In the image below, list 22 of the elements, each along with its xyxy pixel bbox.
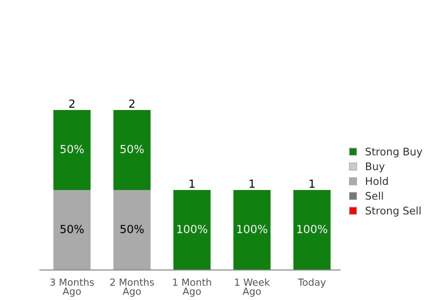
x-tick-label: 1 Week Ago bbox=[235, 278, 270, 297]
total-label: 2 bbox=[69, 99, 74, 108]
x-tick-label: 1 Month Ago bbox=[173, 278, 212, 297]
annotation: 100% bbox=[297, 224, 328, 234]
legend-label: Strong Buy bbox=[366, 148, 422, 158]
legend-label: Strong Sell bbox=[366, 206, 420, 217]
annotation: 100% bbox=[237, 224, 268, 234]
annotation: 50% bbox=[120, 144, 144, 154]
legend-label: Buy bbox=[366, 162, 385, 172]
x-tick-label: Today bbox=[298, 278, 326, 288]
legend-label: Sell bbox=[366, 192, 383, 200]
x-tick-label: 3 Months Ago bbox=[50, 278, 94, 297]
annotation: 50% bbox=[120, 224, 144, 234]
legend-label: Hold bbox=[366, 176, 388, 186]
annotation: 50% bbox=[60, 224, 84, 234]
annotation: 50% bbox=[60, 144, 84, 154]
x-tick-label: 2 Months Ago bbox=[110, 278, 154, 297]
total-label: 1 bbox=[310, 180, 314, 188]
total-label: 2 bbox=[129, 99, 134, 108]
annotation: 100% bbox=[177, 224, 208, 234]
total-label: 1 bbox=[190, 180, 194, 188]
total-label: 1 bbox=[250, 180, 254, 188]
